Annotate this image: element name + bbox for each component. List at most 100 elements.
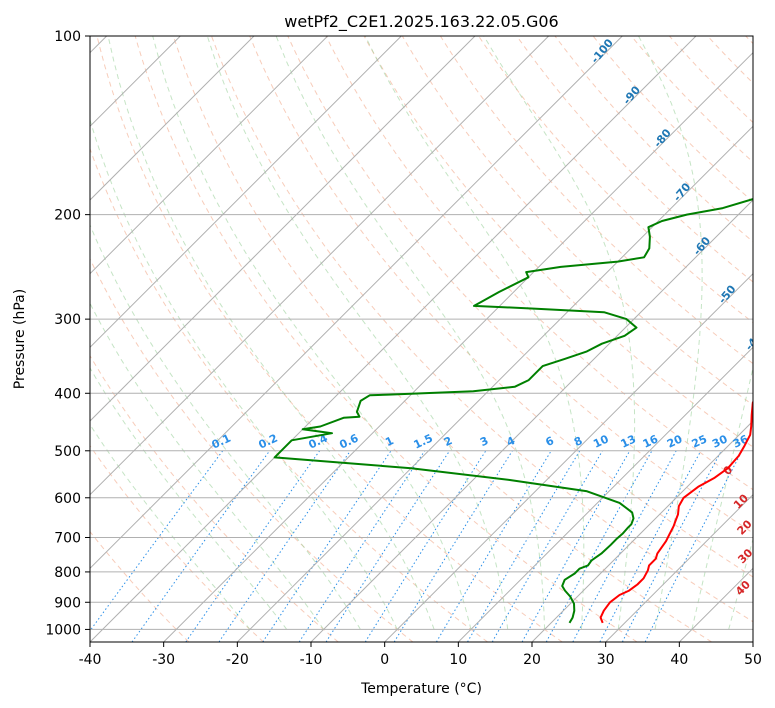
y-axis-title: Pressure (hPa) (12, 289, 28, 389)
mixing-ratio-label: 20 (665, 432, 685, 450)
mixing-ratio-line (218, 450, 351, 642)
mixing-ratio-label: 30 (710, 432, 730, 450)
isotherm-line (752, 641, 753, 642)
dry-adiabat-label: -90 (620, 83, 643, 107)
isotherm-line (90, 36, 476, 422)
y-tick-label: 800 (54, 565, 81, 581)
y-axis: 100 200 300 400 500 600 700 800 900 1000 (45, 29, 90, 638)
x-tick-label: 10 (449, 652, 467, 668)
mixing-ratio-line (90, 450, 224, 632)
isotherm-line (605, 493, 753, 642)
moist-adiabat-line (483, 36, 636, 630)
isotherm-line (457, 346, 753, 642)
dry-adiabat-label: -70 (671, 180, 694, 204)
isotherm-line (90, 36, 623, 570)
mixing-ratio-line (131, 450, 271, 642)
moist-adiabat-line (206, 36, 509, 630)
moist-adiabat-line (90, 423, 251, 630)
dry-adiabat-line (439, 36, 753, 365)
mixing-ratio-line (572, 450, 677, 642)
isotherm-line (90, 36, 402, 349)
y-tick-label: 500 (54, 444, 81, 460)
y-tick-label: 200 (54, 208, 81, 224)
y-tick-label: 700 (54, 531, 81, 547)
dry-adiabat-line (478, 36, 753, 324)
mixing-ratio-line (364, 450, 487, 642)
x-tick-label: 20 (523, 652, 541, 668)
y-tick-label: 1000 (45, 622, 81, 638)
mixing-ratio-label: 1 (383, 434, 395, 449)
auxiliary-line-labels: 0.1 0.2 0.4 0.6 1 1.5 2 3 4 6 8 10 13 16 20 25 30 36-100-… (210, 36, 766, 598)
mixing-ratio-label: 8 (572, 434, 584, 449)
x-tick-label: -30 (152, 652, 175, 668)
x-tick-label: 30 (597, 652, 615, 668)
dry-adiabat-line (325, 36, 753, 491)
moist-adiabat-label: 10 (731, 491, 751, 511)
mixing-ratio-label: 3 (478, 434, 490, 449)
profile-lines (273, 198, 753, 624)
mixing-ratio-label: 10 (591, 432, 611, 450)
mixing-ratio-label: 36 (731, 432, 751, 450)
moist-adiabat-line (107, 36, 435, 630)
mixing-ratio-label: 0.1 (210, 432, 233, 452)
dry-adiabat-line (249, 36, 753, 578)
plot-frame (89, 35, 754, 643)
mixing-ratio-line (262, 450, 392, 642)
mixing-ratio-line (467, 450, 581, 642)
moist-adiabat-label: 20 (735, 517, 755, 537)
moist-adiabat-line (691, 365, 753, 630)
isotherm-line (384, 272, 753, 642)
mixing-ratio-label: 13 (619, 432, 638, 450)
moist-adiabat-label: 40 (733, 578, 753, 598)
isotherm-line (310, 199, 753, 642)
dry-adiabat-line (211, 36, 753, 623)
dry-adiabat-label: -60 (691, 234, 714, 258)
mixing-ratio-line (298, 450, 426, 642)
moist-adiabat-line (638, 36, 703, 630)
mixing-ratio-label: 25 (690, 432, 709, 450)
isotherm-line (90, 36, 329, 275)
dry-adiabat-line (554, 36, 753, 243)
moist-adiabat-line (275, 36, 546, 630)
x-tick-label: -10 (300, 652, 323, 668)
isotherm-line (678, 567, 753, 642)
y-tick-label: 900 (54, 595, 81, 611)
mixing-ratio-label: 16 (641, 432, 661, 450)
mixing-ratio-label: 6 (544, 434, 557, 449)
x-tick-label: 50 (744, 652, 762, 668)
isotherm-line (90, 36, 255, 201)
x-axis-title: Temperature (°C) (360, 681, 482, 697)
dry-adiabat-label: -50 (716, 282, 739, 306)
y-tick-label: 600 (54, 491, 81, 507)
mixing-ratio-line (325, 450, 451, 642)
dry-adiabat-line (287, 36, 753, 534)
y-tick-label: 300 (54, 312, 81, 328)
moist-adiabat-line (90, 117, 398, 630)
dry-adiabat-line (90, 530, 190, 642)
moist-adiabat-label: 0 (721, 463, 736, 478)
dry-adiabat-line (401, 36, 753, 406)
series-line-0 (599, 399, 753, 624)
chart-title: wetPf2_C2E1.2025.163.22.05.G06 (284, 12, 558, 32)
grid-lines (90, 36, 753, 642)
dry-adiabat-line (134, 36, 638, 642)
y-tick-label: 100 (54, 29, 81, 45)
dry-adiabat-line (96, 36, 563, 642)
background-lines (90, 36, 775, 642)
dry-adiabat-line (90, 257, 414, 642)
dry-adiabat-line (90, 147, 488, 642)
dry-adiabat-label: -100 (588, 36, 616, 66)
isotherm-line (163, 51, 753, 642)
x-tick-label: -40 (79, 652, 102, 668)
series-line-1 (273, 198, 753, 624)
moist-adiabat-line (90, 367, 288, 630)
moist-adiabat-line (766, 36, 775, 629)
moist-adiabat-line (90, 223, 361, 630)
x-axis: -40 -30 -20 -10 0 10 20 30 40 50 (79, 642, 762, 668)
y-tick-label: 400 (54, 386, 81, 402)
dry-adiabat-line (90, 354, 339, 642)
dry-adiabat-label: -40 (743, 329, 766, 353)
mixing-ratio-line (435, 450, 552, 642)
isotherm-line (236, 125, 753, 642)
